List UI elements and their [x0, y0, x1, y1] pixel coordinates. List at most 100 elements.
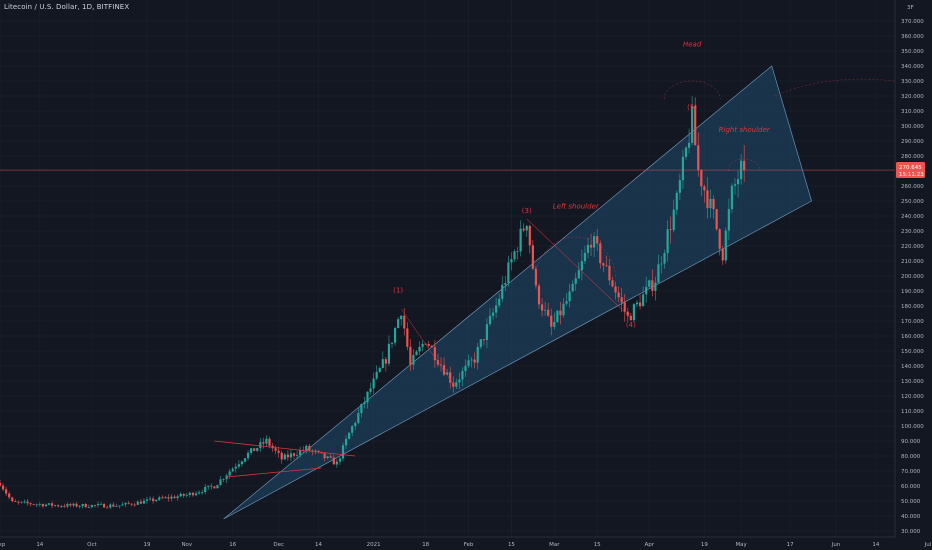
y-tick-label: 350.000 — [901, 49, 924, 55]
candle-body — [736, 179, 740, 185]
candle-body — [400, 315, 403, 320]
candle-body — [173, 496, 176, 499]
candle-body — [127, 502, 130, 504]
candle-body — [60, 506, 63, 507]
candle-body — [191, 492, 195, 496]
candle-body — [366, 391, 369, 403]
candle-body — [170, 496, 173, 499]
candle-body — [11, 497, 14, 502]
candle-body — [317, 450, 320, 452]
candle-body — [259, 442, 262, 449]
x-tick-label: 14 — [315, 542, 322, 548]
candle-body — [41, 504, 44, 507]
candle-body — [427, 344, 430, 346]
candle-body — [207, 485, 210, 487]
candle-body — [666, 229, 669, 254]
candle-body — [390, 342, 394, 344]
x-tick-label: 16 — [229, 542, 236, 548]
candle-body — [372, 378, 375, 389]
candle-body — [167, 497, 170, 499]
price-axis[interactable]: 30.000 40.000 50.000 60.000 70.000 80.000 90.0… — [894, 0, 932, 550]
axis-corner-label: 3F — [907, 5, 914, 11]
candle-body — [378, 367, 381, 372]
candle-body — [691, 105, 694, 143]
candle-body — [672, 209, 675, 231]
candle-body — [106, 507, 109, 509]
candle-body — [433, 347, 436, 361]
y-tick-label: 220.000 — [901, 244, 924, 250]
x-tick-label: Apr — [644, 542, 654, 548]
y-tick-label: 110.000 — [901, 409, 924, 415]
candle-body — [194, 493, 198, 496]
candle-body — [516, 251, 519, 253]
candle-body — [455, 382, 458, 387]
candle-body — [69, 504, 72, 506]
y-tick-label: 290.000 — [901, 139, 924, 145]
y-tick-label: 370.000 — [901, 19, 924, 25]
candle-body — [611, 280, 614, 287]
candle-body — [513, 251, 516, 260]
x-tick-label: 14 — [36, 542, 43, 548]
candle-body — [586, 244, 590, 253]
candle-body — [222, 479, 225, 480]
y-tick-label: 150.000 — [901, 349, 924, 355]
candle-body — [687, 142, 691, 148]
candle-body — [243, 458, 247, 462]
candle-body — [577, 270, 580, 279]
candle-body — [403, 315, 406, 329]
candle-body — [81, 504, 84, 507]
candle-body — [700, 170, 703, 187]
candle-body — [338, 458, 342, 462]
candle-body — [145, 499, 149, 501]
x-tick-label: 15 — [508, 542, 515, 548]
candle-body — [250, 448, 253, 453]
candle-body — [219, 479, 222, 486]
candle-body — [381, 359, 384, 368]
candle-body — [326, 456, 329, 459]
candle-body — [724, 230, 727, 261]
candle-body — [482, 339, 485, 341]
candle-body — [525, 225, 528, 231]
candle-body — [265, 438, 268, 444]
candle-body — [498, 298, 501, 306]
y-tick-label: 200.000 — [901, 274, 924, 280]
candle-body — [556, 310, 559, 323]
candle-body — [620, 297, 623, 303]
y-tick-label: 40.000 — [901, 514, 921, 520]
candle-body — [654, 282, 657, 291]
candle-body — [335, 461, 338, 465]
price-tag-bg — [896, 162, 925, 179]
candle-body — [629, 315, 632, 321]
candle-body — [29, 503, 32, 505]
time-axis[interactable]: Sep 14 Oct 19 Nov 16 Dec 14 2021 18 Feb 15 Mar 15 Apr 1… — [0, 536, 932, 548]
candle-body — [133, 504, 136, 506]
price-axis-bg — [895, 0, 932, 550]
candle-body — [648, 280, 651, 287]
candle-body — [684, 147, 688, 157]
candle-body — [488, 315, 492, 325]
wedge-pattern — [223, 65, 812, 520]
candle-body — [231, 468, 234, 472]
candle-body — [559, 310, 562, 316]
candle-body — [638, 302, 642, 307]
candle-body — [623, 302, 626, 312]
candle-body — [706, 190, 709, 209]
candle-body — [547, 309, 550, 316]
y-tick-label: 340.000 — [901, 64, 924, 70]
candle-body — [504, 283, 507, 285]
candle-body — [99, 503, 103, 505]
y-tick-label: 330.000 — [901, 79, 924, 85]
wave-label: (5) — [687, 104, 697, 112]
candle-body — [253, 448, 256, 451]
y-tick-label: 160.000 — [901, 334, 924, 340]
candle-body — [418, 346, 421, 352]
candle-body — [617, 292, 620, 298]
candle-body — [697, 145, 700, 171]
candle-body — [50, 503, 54, 506]
candle-body — [580, 261, 583, 271]
candle-body — [727, 209, 730, 231]
candle-body — [225, 475, 228, 480]
candle-body — [537, 285, 541, 305]
